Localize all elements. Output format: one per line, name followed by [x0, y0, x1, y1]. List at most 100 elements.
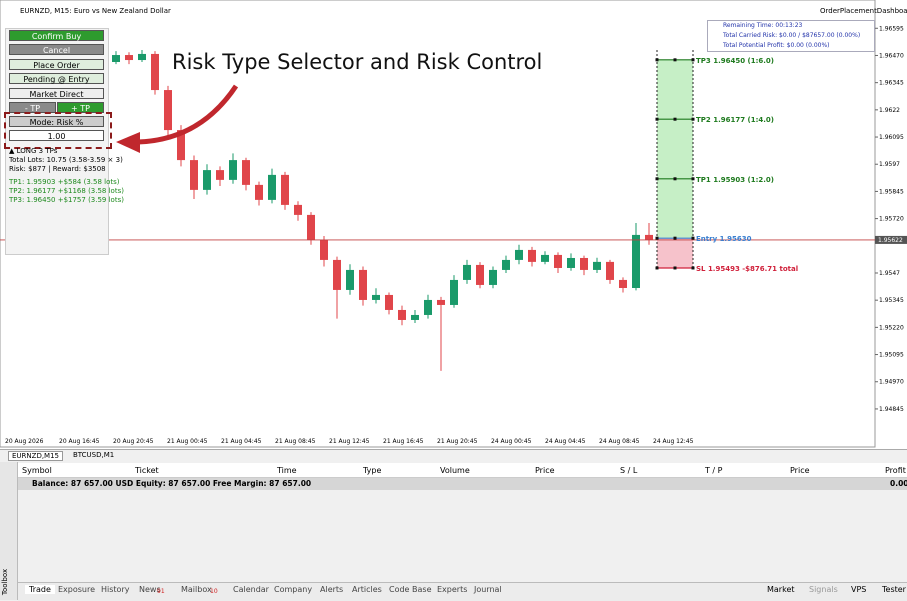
x-tick-label: 21 Aug 00:45 [167, 438, 208, 445]
place-order-toggle[interactable]: Place Order [9, 59, 104, 70]
tab[interactable]: Alerts [320, 585, 344, 594]
right-button[interactable]: Signals [809, 585, 838, 594]
candle-body [515, 249, 523, 260]
column-header: T / P [705, 466, 723, 475]
level-handle [673, 266, 677, 270]
candle-body [645, 234, 653, 240]
column-header: Volume [440, 466, 470, 475]
candle-body [580, 257, 588, 270]
x-tick-label: 20 Aug 16:45 [59, 438, 100, 445]
x-tick-label: 21 Aug 20:45 [437, 438, 478, 445]
level-handle [691, 177, 695, 181]
candle-body [502, 259, 510, 270]
candle-body [333, 259, 341, 290]
column-header: Price [790, 466, 810, 475]
chart-tab[interactable]: BTCUSD,M1 [73, 451, 115, 459]
candle-body [229, 160, 237, 180]
chart-tab[interactable]: EURNZD,M15 [8, 451, 64, 461]
current-price-box [875, 235, 907, 244]
tab[interactable]: Calendar [233, 585, 269, 594]
level-label: TP1 1.95903 (1:2.0) [696, 176, 774, 184]
candle-body [606, 261, 614, 280]
right-button[interactable]: Market [767, 585, 795, 594]
mode-selector[interactable]: Mode: Risk % [9, 116, 104, 127]
candle-body [489, 269, 497, 285]
side-label: Toolbox [1, 568, 10, 596]
cancel-button[interactable]: Cancel [9, 44, 104, 55]
column-header: Type [363, 466, 382, 475]
highlight-box [4, 112, 112, 149]
candle-body [593, 261, 601, 270]
candle-body [411, 314, 419, 320]
candle-body [242, 160, 250, 185]
level-handle [691, 58, 695, 62]
level-handle [655, 266, 659, 270]
y-tick-label: 1.96345 [879, 80, 904, 87]
tab[interactable]: History [101, 585, 130, 594]
candle-body [528, 249, 536, 262]
x-tick-label: 21 Aug 12:45 [329, 438, 370, 445]
chart: 1.96595 1.96470 1.96345 1.9622 1.96095 1.9597… [0, 0, 907, 448]
candle-body [190, 160, 198, 190]
candle-body [372, 294, 380, 300]
candle-body [307, 214, 315, 240]
arrow [116, 84, 239, 153]
x-tick-label: 21 Aug 16:45 [383, 438, 424, 445]
plot-frame [0, 0, 876, 448]
candle-body [281, 174, 289, 205]
candle-body [385, 294, 393, 310]
candle-body [125, 55, 133, 61]
tab-bar [18, 582, 907, 601]
balance-row [18, 478, 907, 490]
y-tick-label: 1.95220 [879, 324, 904, 331]
risk-input[interactable]: 1.00 [9, 130, 104, 141]
expert-name: OrderPlacementDashboard [820, 7, 907, 15]
tab-badge: 10 [210, 588, 218, 595]
y-tick-label: 1.95845 [879, 188, 904, 195]
tab[interactable]: Mailbox [181, 585, 212, 594]
level-handle [673, 58, 677, 62]
tab[interactable]: Experts [437, 585, 468, 594]
tab[interactable]: Articles [352, 585, 382, 594]
current-price-label: 1.95622 [878, 237, 903, 244]
annotation: Risk Type Selector and Risk Control [172, 50, 543, 74]
column-header: Symbol [22, 466, 52, 475]
profit-zone [657, 59, 693, 239]
y-tick-label: 1.9597 [879, 161, 900, 168]
y-tick-label: 1.9622 [879, 107, 900, 114]
right-button[interactable]: VPS [851, 585, 867, 594]
level-label: SL 1.95493 -$876.71 total [696, 265, 798, 273]
tab[interactable]: Journal [474, 585, 502, 594]
candle-body [203, 170, 211, 190]
level-handle [655, 58, 659, 62]
x-tick-label: 20 Aug 2026 [5, 438, 44, 445]
chart-title: EURNZD, M15: Euro vs New Zealand Dollar [20, 7, 171, 15]
candle-body [463, 264, 471, 280]
tab[interactable]: Trade [25, 585, 55, 594]
profit: 0.00 [890, 479, 907, 488]
tab[interactable]: News [139, 585, 161, 594]
level-handle [691, 266, 695, 270]
right-button[interactable]: Tester [882, 585, 906, 594]
x-tick-label: 24 Aug 04:45 [545, 438, 586, 445]
candle-body [112, 55, 120, 62]
candle-body [151, 53, 159, 91]
tab-badge: 91 [157, 588, 165, 595]
x-tick-label: 24 Aug 08:45 [599, 438, 640, 445]
confirm-button[interactable]: Confirm Buy [9, 30, 104, 41]
level-handle [655, 177, 659, 181]
column-header: Ticket [135, 466, 159, 475]
pending-toggle[interactable]: Pending @ Entry [9, 73, 104, 84]
candle-body [424, 299, 432, 315]
tab[interactable]: Company [274, 585, 313, 594]
loss-zone [657, 238, 693, 268]
level-handle [691, 236, 695, 240]
market-toggle[interactable]: Market Direct [9, 88, 104, 99]
x-tick-label: 21 Aug 04:45 [221, 438, 262, 445]
candle-body [138, 53, 146, 61]
tab[interactable]: Exposure [58, 585, 96, 594]
balance: Balance: 87 657.00 USD Equity: 87 657.00… [32, 479, 312, 488]
tab[interactable]: Code Base [389, 585, 432, 594]
summary-line: Risk: $877 | Reward: $3508 [9, 165, 106, 173]
